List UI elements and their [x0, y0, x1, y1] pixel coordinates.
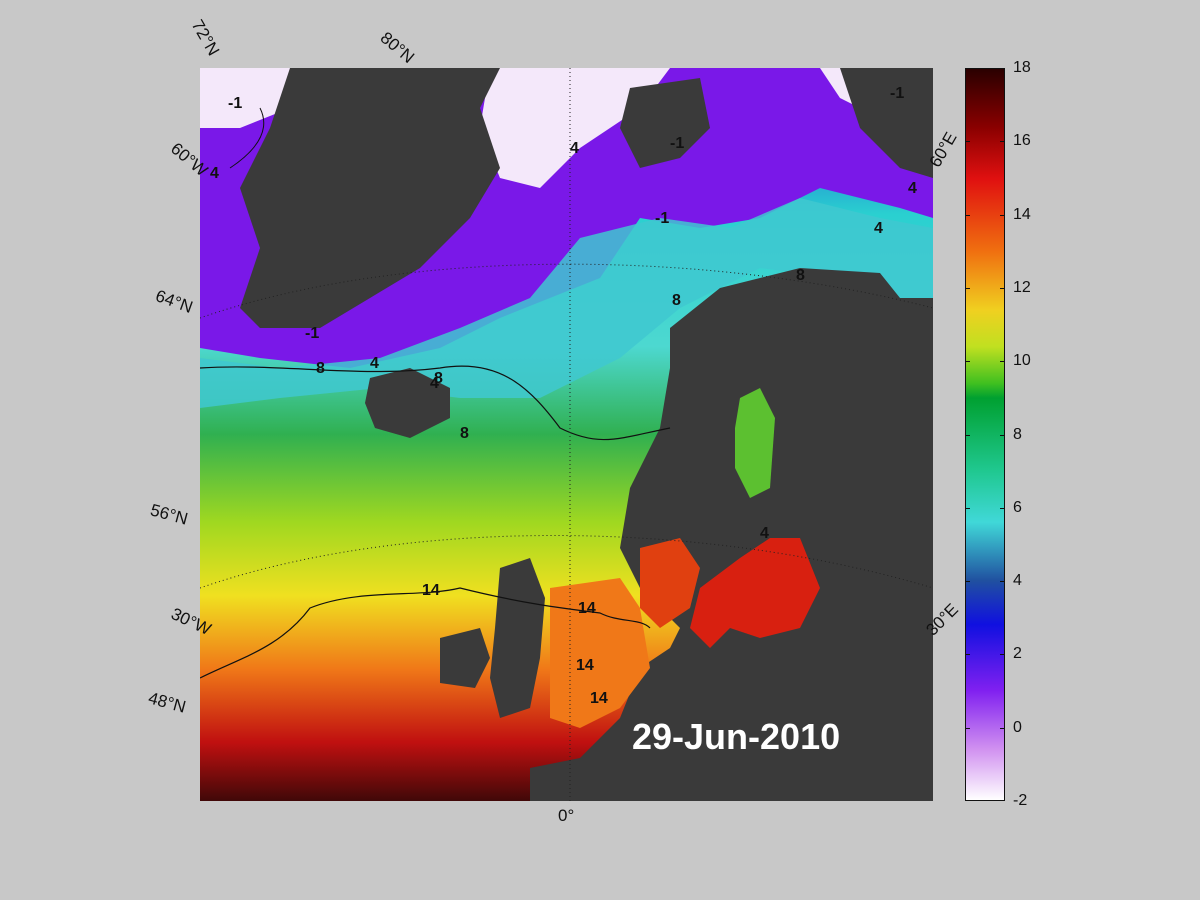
colorbar-tick-mark: [965, 141, 970, 143]
colorbar-tick-label: 4: [1013, 572, 1022, 590]
contour-label: 4: [908, 180, 917, 197]
svalbard: [620, 78, 710, 168]
colorbar-tick-mark: [1000, 287, 1005, 289]
colorbar-tick-mark: [965, 507, 970, 509]
colorbar-tick-label: 2: [1013, 645, 1022, 663]
lat-label-48n: 48°N: [146, 688, 188, 717]
colorbar-tick-label: 16: [1013, 132, 1031, 150]
skagerrak: [640, 538, 700, 628]
colorbar-tick-mark: [965, 581, 970, 583]
contour-label: 14: [590, 690, 608, 707]
lat-label-72n: 72°N: [187, 16, 224, 59]
contour-label: 8: [434, 370, 443, 387]
contour-label: 14: [422, 582, 440, 599]
graticule-lat56: [200, 535, 933, 589]
contour-label: 8: [672, 292, 681, 309]
sst-map: -1 4 -1 4 -1 -1 4 8 4 8 8 8 8 14 14 14 1…: [200, 68, 933, 801]
contour-label: -1: [228, 95, 242, 112]
ice-north: [480, 68, 670, 188]
ireland: [440, 628, 490, 688]
colorbar-tick-label: 18: [1013, 59, 1031, 76]
lat-label-56n: 56°N: [148, 500, 190, 529]
colorbar-tick-mark: [1000, 361, 1005, 363]
baltic-sea: [690, 538, 820, 648]
colorbar-tick-label: 12: [1013, 278, 1031, 296]
contour-14: [200, 587, 651, 679]
contour-label: 8: [460, 425, 469, 442]
colorbar-tick-label: 8: [1013, 425, 1022, 443]
iceland: [365, 368, 450, 438]
novaya-zemlya: [840, 68, 933, 178]
colorbar-tick-mark: [1000, 727, 1005, 729]
sst-map-graphic: -1 4 -1 4 -1 -1 4 8 4 8 8 8 8 14 14 14 1…: [200, 68, 933, 801]
contour-label: 8: [796, 267, 805, 284]
colorbar-tick-mark: [965, 287, 970, 289]
contour-8: [200, 365, 671, 441]
colorbar: [965, 68, 1005, 801]
colorbar-tick-mark: [1000, 434, 1005, 436]
contour-label: 4: [370, 355, 379, 372]
north-sea: [550, 578, 650, 728]
date-label: 29-Jun-2010: [632, 716, 841, 757]
colorbar-tick-mark: [1000, 581, 1005, 583]
contour-label: 4: [430, 375, 439, 392]
contour-label: 4: [570, 140, 579, 157]
colorbar-tick-label: 6: [1013, 498, 1022, 516]
colorbar-tick-mark: [1000, 141, 1005, 143]
lon-label-0: 0°: [558, 806, 575, 825]
greenland: [240, 68, 500, 328]
lat-label-64n: 64°N: [153, 286, 196, 317]
graticule-lat64: [200, 263, 933, 319]
colorbar-tick-label: 10: [1013, 352, 1031, 370]
colorbar-tick-mark: [1000, 214, 1005, 216]
contour-label: 14: [578, 600, 596, 617]
colorbar-tick-mark: [965, 654, 970, 656]
colorbar-tick-mark: [965, 214, 970, 216]
colorbar-tick-label: 0: [1013, 718, 1022, 736]
colorbar-tick-mark: [1000, 654, 1005, 656]
colorbar-tick-mark: [1000, 507, 1005, 509]
contour-label: 4: [874, 220, 883, 237]
norwegian-sea: [200, 198, 933, 408]
colorbar-tick-mark: [965, 434, 970, 436]
contour-label: -1: [655, 210, 669, 227]
contour-minus1: [229, 107, 265, 169]
contour-label: 14: [576, 657, 594, 674]
lat-label-80n: 80°N: [376, 28, 418, 68]
colorbar-tick-mark: [965, 361, 970, 363]
colorbar-tick-label: 14: [1013, 205, 1031, 223]
contour-label: 8: [316, 360, 325, 377]
contour-label: 4: [760, 525, 769, 542]
contour-label: -1: [890, 85, 904, 102]
colorbar-tick-mark: [965, 727, 970, 729]
contour-label: -1: [305, 325, 319, 342]
contour-label: -1: [670, 135, 684, 152]
colorbar-tick-label: -2: [1013, 792, 1028, 809]
gulf-of-bothnia: [735, 388, 775, 498]
contour-label: 4: [210, 165, 219, 182]
scandinavia-europe: [530, 268, 933, 801]
